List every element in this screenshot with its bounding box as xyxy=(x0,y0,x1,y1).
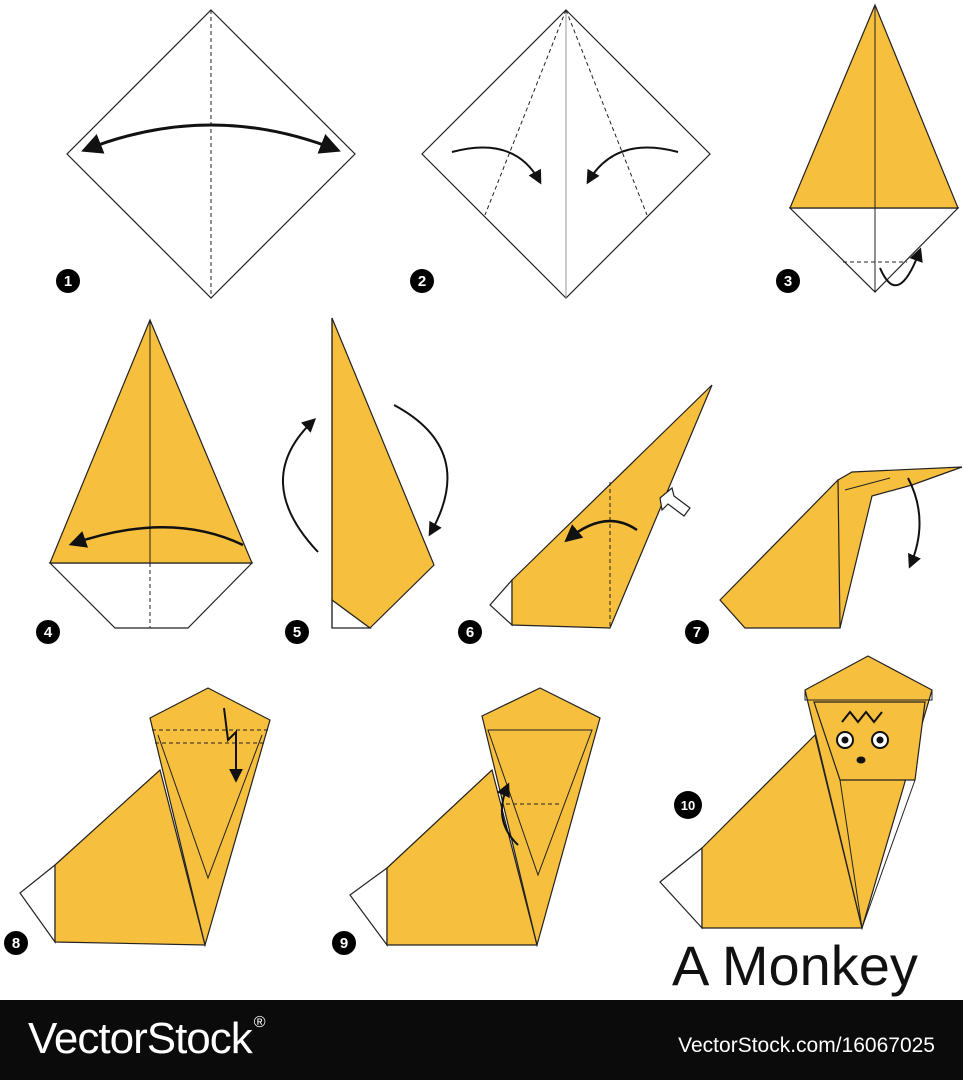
step-5-arrow-right xyxy=(393,404,449,537)
step-3-white-bottom xyxy=(788,207,960,293)
step-5-diagram xyxy=(282,317,449,629)
step-badge-5: 5 xyxy=(285,620,309,644)
step-6-fold-arrow xyxy=(564,519,638,543)
step-10-hair xyxy=(841,710,883,724)
step-2-diagram xyxy=(421,9,711,299)
step-number-6: 6 xyxy=(466,624,474,641)
step-10-nose xyxy=(856,756,866,764)
step-9-white-tip xyxy=(349,866,388,947)
step-badge-1: 1 xyxy=(56,269,80,293)
step-7-head-flap xyxy=(837,466,963,629)
step-number-5: 5 xyxy=(293,624,301,641)
step-number-9: 9 xyxy=(340,935,348,952)
step-4-diagram xyxy=(48,318,254,629)
step-1-diagram xyxy=(66,9,356,299)
step-badge-4: 4 xyxy=(36,620,60,644)
step-3-fold-arrow xyxy=(879,247,923,287)
step-9-diagram xyxy=(349,687,601,948)
step-4-yellow-kite xyxy=(49,318,253,564)
step-4-fold-arrow xyxy=(68,526,244,548)
step-6-white-tip xyxy=(489,578,513,627)
step-7-fold-arrow xyxy=(907,477,921,569)
step-badge-8: 8 xyxy=(4,931,28,955)
step-6-yellow-shape xyxy=(511,384,713,629)
logo-registered-mark: ® xyxy=(253,1014,266,1031)
step-number-8: 8 xyxy=(12,935,20,952)
step-5-yellow-shape xyxy=(331,317,435,629)
step-number-3: 3 xyxy=(784,273,792,290)
step-8-inner-fold xyxy=(157,734,263,880)
step-badge-2: 2 xyxy=(410,269,434,293)
step-6-push-arrow xyxy=(659,486,691,517)
step-10-inner-fold xyxy=(839,779,916,929)
step-10-right-pupil xyxy=(876,736,884,744)
step-10-head-edge xyxy=(804,690,933,701)
step-number-10: 10 xyxy=(681,798,695,813)
step-7-body xyxy=(719,479,856,629)
step-6-diagram xyxy=(489,384,713,629)
step-10-left-pupil xyxy=(841,736,849,744)
step-8-zigzag-arrow xyxy=(223,707,243,783)
step-3-diagram xyxy=(788,3,960,293)
step-9-face-flap xyxy=(487,729,593,877)
step-badge-10: 10 xyxy=(674,791,702,819)
step-2-fold-line-left xyxy=(484,9,567,216)
step-2-fold-arrow-right xyxy=(586,146,679,185)
step-10-white-tip xyxy=(659,846,703,930)
step-badge-6: 6 xyxy=(458,620,482,644)
step-number-4: 4 xyxy=(44,624,53,641)
step-number-2: 2 xyxy=(418,273,426,290)
step-4-white-bottom xyxy=(48,562,254,629)
footer-image-url: VectorStock.com/16067025 xyxy=(678,1034,935,1057)
logo-brand: VectorStock xyxy=(28,1014,253,1063)
origami-monkey-diagram: 1 2 3 4 5 6 7 8 9 10 A Monkey xyxy=(4,3,963,997)
step-5-arrow-left xyxy=(282,418,319,553)
footer-bar: VectorStock ® VectorStock.com/16067025 xyxy=(0,1000,963,1080)
step-2-fold-line-right xyxy=(565,9,648,216)
step-8-diagram xyxy=(19,687,271,948)
step-badge-3: 3 xyxy=(776,269,800,293)
step-10-diagram xyxy=(659,655,933,931)
step-8-white-tip xyxy=(19,863,56,944)
step-badge-9: 9 xyxy=(332,931,356,955)
diagram-title: A Monkey xyxy=(672,934,918,997)
step-7-fold-line xyxy=(844,477,891,491)
step-badge-7: 7 xyxy=(685,620,709,644)
step-1-fold-arrow xyxy=(81,123,341,154)
step-number-7: 7 xyxy=(693,624,701,641)
step-number-1: 1 xyxy=(64,273,72,290)
step-3-yellow-kite xyxy=(789,3,959,209)
step-2-fold-arrow-left xyxy=(451,146,542,185)
step-7-diagram xyxy=(719,466,963,629)
step-9-fold-arrow xyxy=(496,782,519,846)
vectorstock-logo: VectorStock ® xyxy=(28,1014,266,1064)
step-8-head xyxy=(149,687,271,948)
